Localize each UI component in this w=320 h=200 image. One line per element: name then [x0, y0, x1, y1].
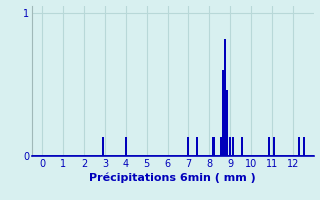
Bar	[188, 137, 189, 156]
Bar	[102, 137, 104, 156]
Bar	[273, 137, 275, 156]
Bar	[232, 137, 234, 156]
Bar	[298, 137, 300, 156]
Bar	[220, 137, 222, 156]
Bar	[224, 39, 226, 156]
Bar	[229, 137, 231, 156]
Bar	[212, 137, 214, 156]
Bar	[268, 137, 270, 156]
X-axis label: Précipitations 6min ( mm ): Précipitations 6min ( mm )	[89, 173, 256, 183]
Bar	[241, 137, 243, 156]
Bar	[125, 137, 127, 156]
Bar	[303, 137, 305, 156]
Bar	[226, 90, 228, 156]
Bar	[196, 137, 198, 156]
Bar	[222, 70, 224, 156]
